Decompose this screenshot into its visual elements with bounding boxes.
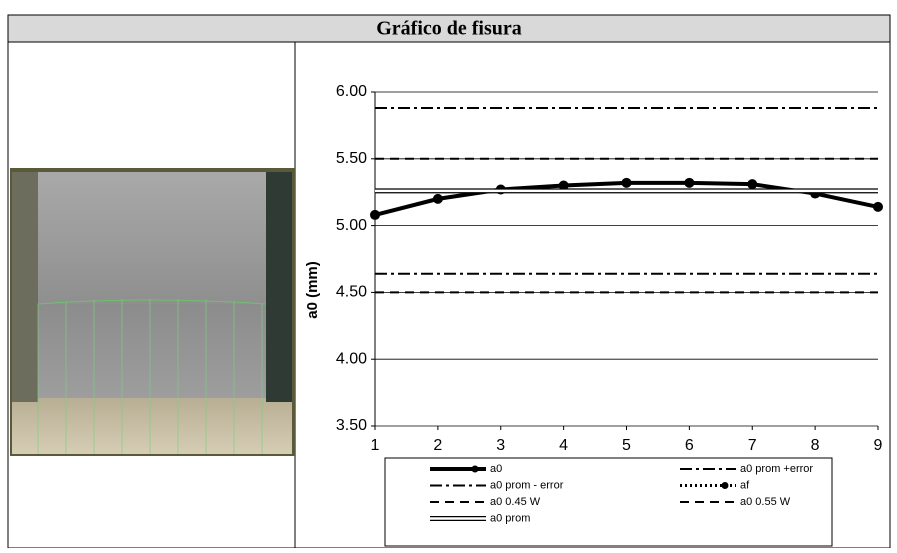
x-tick-label: 4 [559,437,568,454]
x-tick-label: 3 [496,437,505,454]
legend-label: a0 prom [490,512,530,524]
y-tick-label: 5.50 [336,150,367,167]
x-tick-label: 8 [811,437,820,454]
point [558,180,569,191]
point [370,209,380,220]
legend-label: af [740,479,750,491]
y-axis-label: a0 (mm) [304,261,321,319]
legend-marker [471,465,479,473]
y-tick-label: 3.50 [336,417,367,434]
specimen-photo [10,168,295,456]
header-title: Gráfico de fisura [376,18,522,40]
point [432,193,443,204]
x-tick-label: 5 [622,437,631,454]
x-tick-label: 9 [874,437,883,454]
header-bar [7,14,891,43]
x-tick-label: 1 [371,437,380,454]
legend-label: a0 0.55 W [740,496,791,508]
x-tick-label: 6 [685,437,694,454]
legend-label: a0 prom - error [490,479,564,491]
point [873,201,883,212]
x-tick-label: 7 [748,437,757,454]
legend-label: a0 prom +error [740,463,813,475]
point [684,177,695,188]
x-tick-label: 2 [433,437,442,454]
legend [384,457,833,547]
point [621,177,632,188]
legend-label: a0 0.45 W [490,496,541,508]
y-tick-label: 4.00 [336,350,367,367]
y-tick-label: 6.00 [336,83,367,100]
point [747,179,758,190]
legend-marker [721,482,729,489]
y-tick-label: 4.50 [336,284,367,301]
legend-label: a0 [490,463,502,475]
y-tick-label: 5.00 [336,217,367,234]
